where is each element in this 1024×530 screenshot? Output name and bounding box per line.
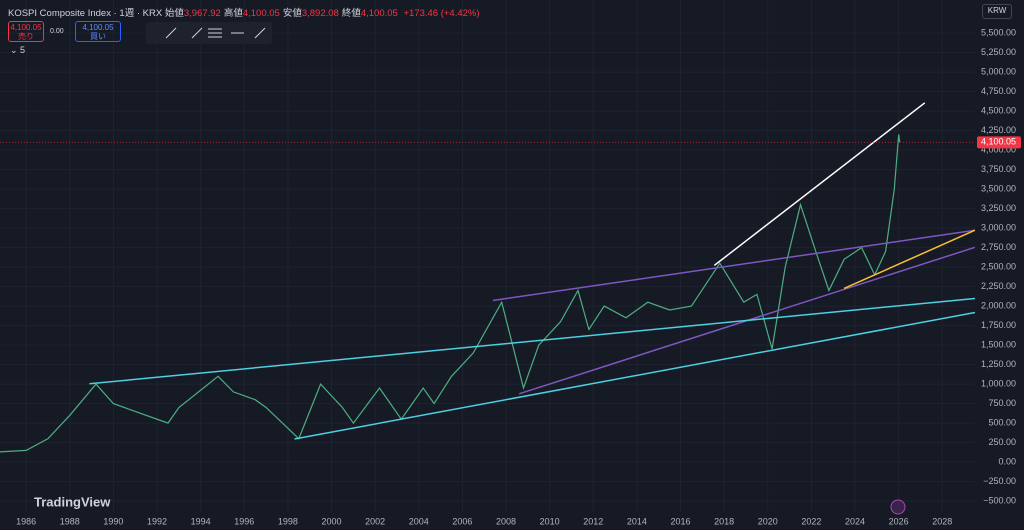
trendline: [843, 229, 976, 290]
y-tick-label: 0.00: [998, 456, 1016, 466]
last-price-label: 4,100.05: [981, 137, 1016, 147]
x-tick-label: 2010: [540, 516, 560, 526]
y-tick-label: 2,250.00: [981, 281, 1016, 291]
y-tick-label: 4,250.00: [981, 125, 1016, 135]
trendline: [713, 102, 926, 266]
y-tick-label: 3,750.00: [981, 164, 1016, 174]
x-tick-label: 1992: [147, 516, 167, 526]
y-tick-label: 2,750.00: [981, 242, 1016, 252]
ohlc-label: 安値: [282, 8, 302, 19]
y-tick-label: 1,500.00: [981, 339, 1016, 349]
x-tick-label: 2002: [365, 516, 385, 526]
y-tick-label: 4,500.00: [981, 106, 1016, 116]
x-tick-label: 1986: [16, 516, 36, 526]
y-tick-label: 1,250.00: [981, 359, 1016, 369]
x-tick-label: 2014: [627, 516, 647, 526]
change: +173.46 (+4.42%): [403, 8, 480, 19]
toolbar: [146, 22, 272, 44]
x-tick-label: 2016: [671, 516, 691, 526]
y-tick-label: −250.00: [983, 476, 1016, 486]
x-tick-label: 2018: [714, 516, 734, 526]
y-tick-label: 1,000.00: [981, 378, 1016, 388]
y-tick-label: 250.00: [988, 437, 1016, 447]
y-tick-label: 4,750.00: [981, 86, 1016, 96]
sell-button[interactable]: 4,100.05 売り: [8, 21, 44, 42]
currency[interactable]: KRW: [982, 4, 1012, 19]
symbol-title[interactable]: KOSPI Composite Index · 1週 · KRX: [8, 8, 163, 19]
x-tick-label: 1990: [103, 516, 123, 526]
y-tick-label: −500.00: [983, 495, 1016, 505]
x-tick-label: 1988: [60, 516, 80, 526]
buy-button[interactable]: 4,100.05 買い: [75, 21, 121, 42]
trendline: [89, 297, 976, 385]
trendline: [294, 311, 976, 440]
y-tick-label: 500.00: [988, 417, 1016, 427]
ohlc-label: 高値: [223, 8, 243, 19]
x-tick-label: 2006: [452, 516, 472, 526]
sell-label: 売り: [18, 32, 34, 41]
ohlc-value: 3,967.92: [183, 8, 221, 19]
tool-icon[interactable]: [191, 27, 203, 39]
x-tick-label: 2004: [409, 516, 429, 526]
y-tick-label: 2,000.00: [981, 300, 1016, 310]
x-tick-label: 1998: [278, 516, 298, 526]
x-tick-label: 2022: [801, 516, 821, 526]
x-tick-label: 2000: [322, 516, 342, 526]
y-tick-label: 3,000.00: [981, 222, 1016, 232]
buy-label: 買い: [90, 32, 106, 41]
trendline: [492, 229, 976, 302]
y-tick-label: 5,000.00: [981, 67, 1016, 77]
x-tick-label: 2012: [583, 516, 603, 526]
ohlc: 始値3,967.92 高値4,100.05 安値3,892.08 終値4,100.05: [165, 8, 401, 19]
x-tick-label: 2008: [496, 516, 516, 526]
y-tick-label: 3,500.00: [981, 183, 1016, 193]
tool-icon[interactable]: [254, 27, 266, 39]
y-tick-label: 1,750.00: [981, 320, 1016, 330]
x-tick-label: 2028: [932, 516, 952, 526]
tool-icon[interactable]: [165, 27, 177, 39]
y-tick-label: 750.00: [988, 398, 1016, 408]
x-tick-label: 1996: [234, 516, 254, 526]
ohlc-label: 始値: [164, 8, 184, 19]
sell-price: 4,100.05: [10, 23, 42, 32]
y-tick-label: 5,500.00: [981, 28, 1016, 38]
y-tick-label: 4,000.00: [981, 145, 1016, 155]
x-tick-label: 2024: [845, 516, 865, 526]
indicator-value: 5: [20, 45, 26, 55]
x-tick-label: 1994: [191, 516, 211, 526]
price-axis: [975, 0, 1024, 530]
spread: 0.00: [50, 28, 64, 35]
x-tick-label: 2020: [758, 516, 778, 526]
ohlc-label: 終値: [341, 8, 361, 19]
brand: TradingView: [34, 494, 111, 509]
ohlc-value: 4,100.05: [242, 8, 280, 19]
buy-price: 4,100.05: [82, 23, 114, 32]
plot: [0, 0, 976, 512]
y-tick-label: 3,250.00: [981, 203, 1016, 213]
event-icon[interactable]: [890, 499, 906, 515]
ohlc-value: 4,100.05: [360, 8, 398, 19]
symbol-header: KOSPI Composite Index · 1週 · KRX 始値3,967…: [8, 5, 480, 19]
y-tick-label: 5,250.00: [981, 47, 1016, 57]
price-line: [0, 134, 901, 453]
x-tick-label: 2026: [889, 516, 909, 526]
last-price-tag: [977, 136, 1021, 149]
ohlc-value: 3,892.08: [301, 8, 339, 19]
indicator[interactable]: ⌄ 5: [10, 45, 26, 55]
y-tick-label: 2,500.00: [981, 261, 1016, 271]
